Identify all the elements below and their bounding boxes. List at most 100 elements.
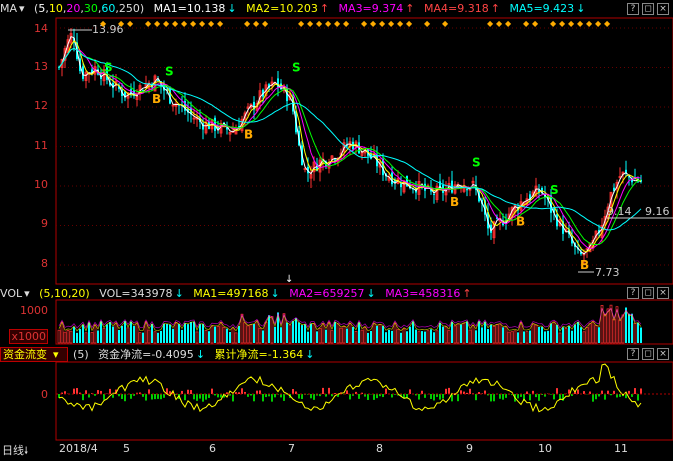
flow-bar [637, 394, 639, 401]
close-icon[interactable]: × [657, 287, 669, 299]
flow-bar [232, 394, 234, 401]
volume-bar [121, 326, 123, 343]
volume-bar [445, 327, 447, 343]
sell-signal: S [292, 60, 301, 74]
vol-ma3-value: MA3=458316 [385, 287, 460, 300]
volume-tick: 1000 [4, 304, 48, 317]
volume-bar [541, 327, 543, 343]
volume-bar [439, 323, 441, 343]
volume-bar [259, 328, 261, 343]
flow-bar [121, 394, 123, 399]
volume-bar [496, 325, 498, 343]
diamond-marker: ◆ [307, 19, 314, 28]
volume-bar [391, 331, 393, 343]
flow-bar [433, 394, 435, 400]
volume-bar [358, 322, 360, 343]
volume-bar [367, 333, 369, 343]
volume-bar [61, 322, 63, 343]
volume-bar [94, 325, 96, 343]
volume-bar [607, 309, 609, 343]
volume-bar [112, 327, 114, 343]
period-selector[interactable]: 日线🠗 [2, 442, 28, 461]
price-tick: 9 [4, 217, 48, 230]
close-icon[interactable]: × [657, 348, 669, 360]
flow-bar [493, 394, 495, 401]
volume-bar [325, 330, 327, 343]
volume-bar [328, 322, 330, 343]
volume-bar [349, 323, 351, 343]
flow-bar [202, 394, 204, 402]
flow-bar [196, 394, 198, 401]
volume-bar [250, 325, 252, 343]
flow-bar [466, 393, 468, 394]
low-label: 7.73 [595, 266, 620, 279]
flow-bar [457, 394, 459, 401]
volume-bar [409, 327, 411, 343]
volume-bar [466, 321, 468, 343]
volume-bar [406, 331, 408, 343]
flow-bar [478, 392, 480, 394]
cum-flow-value: 累计净流=-1.364 [215, 348, 304, 361]
volume-bar [637, 323, 639, 343]
flow-bar [334, 393, 336, 394]
diamond-marker: ◆ [244, 19, 251, 28]
volume-bar [559, 333, 561, 343]
volume-ma2-line [59, 309, 641, 329]
volume-bar [613, 319, 615, 343]
volume-bar [553, 322, 555, 343]
help-icon[interactable]: ? [627, 348, 639, 360]
diamond-marker: ◆ [568, 19, 575, 28]
restore-icon[interactable]: ◻ [642, 348, 654, 360]
volume-bar [184, 323, 186, 343]
volume-bar [376, 326, 378, 343]
price-tick: 8 [4, 257, 48, 270]
volume-bar [298, 322, 300, 343]
diamond-marker: ◆ [325, 19, 332, 28]
diamond-marker: ◆ [379, 19, 386, 28]
indicator-selector[interactable]: 资金流变▾ [0, 347, 68, 362]
volume-bar [148, 330, 150, 343]
volume-bar [526, 332, 528, 343]
flow-bar [529, 394, 531, 400]
x-tick: 5 [123, 442, 130, 455]
volume-bar [640, 328, 642, 343]
cursor-arrow-icon: ↓ [285, 274, 293, 285]
volume-bar [181, 330, 183, 343]
dropdown-arrow-icon[interactable]: ▾ [24, 287, 30, 300]
diamond-marker: ◆ [505, 19, 512, 28]
flow-bar [187, 390, 189, 394]
volume-bar [262, 330, 264, 343]
volume-bar [109, 322, 111, 343]
volume-bar [220, 322, 222, 343]
volume-bar [274, 327, 276, 343]
indicator-name-vol[interactable]: VOL [0, 287, 22, 300]
flow-bar [418, 394, 420, 400]
volume-bar [169, 325, 171, 343]
last-price-small-label: 9.14 [607, 205, 632, 218]
volume-bar [529, 331, 531, 343]
flow-bar [301, 394, 303, 399]
volume-bar [256, 321, 258, 343]
x-tick: 10 [538, 442, 552, 455]
buy-signal: B [580, 258, 589, 272]
volume-bar [76, 333, 78, 343]
flow-bar [112, 394, 114, 398]
restore-icon[interactable]: ◻ [642, 287, 654, 299]
flow-bar [190, 390, 192, 394]
help-icon[interactable]: ? [627, 287, 639, 299]
diamond-marker: ◆ [532, 19, 539, 28]
flow-bar [262, 394, 264, 401]
volume-bar [532, 324, 534, 343]
volume-bar [139, 333, 141, 343]
volume-bar [244, 323, 246, 343]
diamond-marker: ◆ [118, 19, 125, 28]
volume-bar [163, 324, 165, 343]
flow-bar [610, 394, 612, 395]
diamond-marker: ◆ [370, 19, 377, 28]
volume-bar [454, 326, 456, 343]
volume-bar [493, 326, 495, 343]
buy-signal: B [450, 195, 459, 209]
flow-bar [604, 394, 606, 400]
